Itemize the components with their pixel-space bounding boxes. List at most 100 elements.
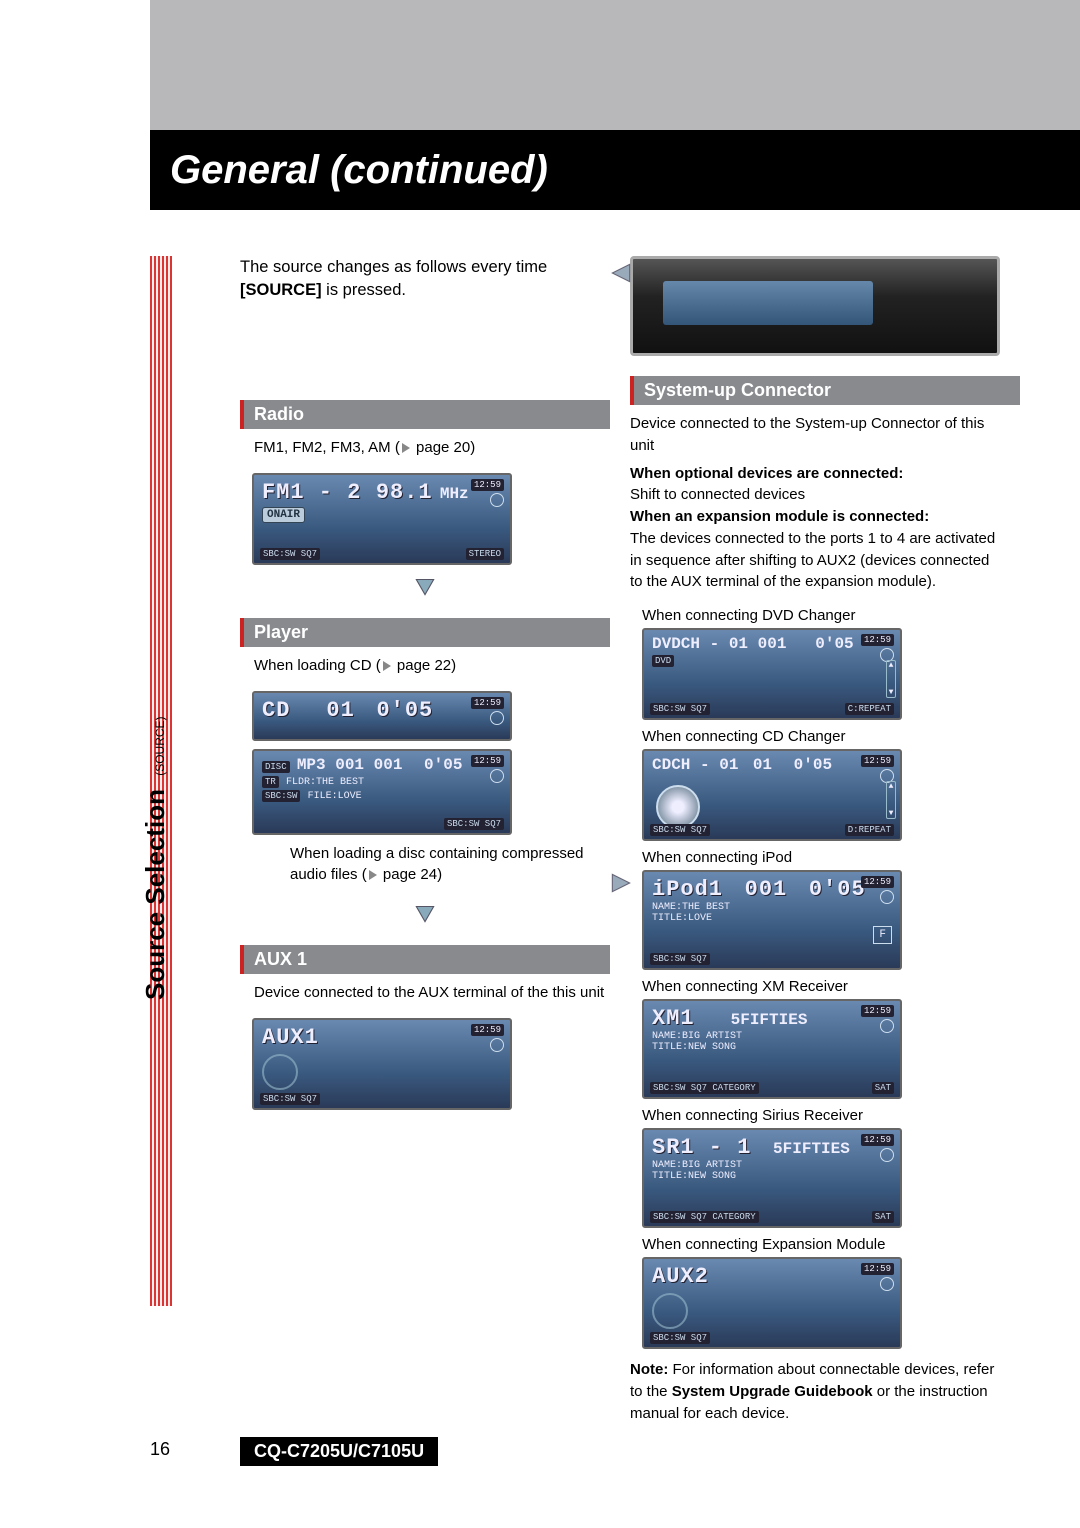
lcd-clock: 12:59	[861, 755, 894, 767]
note-bold: Note:	[630, 1361, 668, 1378]
system-desc-1: Device connected to the System-up Connec…	[630, 413, 1020, 435]
dvd-lcd: 12:59 ▲▼ DVDCH - 01 001 0'05 DVD SBC:SW …	[642, 628, 902, 720]
lcd-cd-time: 0'05	[376, 698, 433, 723]
mp3-br-badge: SBC:SW SQ7	[444, 818, 504, 830]
lcd-clock: 12:59	[861, 876, 894, 888]
lcd-indicator-icon	[880, 890, 894, 904]
sr-br: SAT	[872, 1211, 894, 1223]
exp-bl: SBC:SW SQ7	[650, 1332, 710, 1344]
compressed-line-2-page: page 24)	[379, 866, 442, 883]
right-arrow-icon	[608, 870, 634, 901]
ipod-time: 0'05	[809, 877, 866, 902]
cdch-time: 0'05	[794, 756, 832, 774]
xm-ch: 5FIFTIES	[731, 1011, 808, 1029]
cdch-br: D:REPEAT	[845, 824, 894, 836]
page-arrow-icon	[383, 661, 391, 671]
player-cd-ref-page: page 22)	[393, 657, 456, 674]
head-unit-screen	[663, 281, 873, 325]
lcd-scroll-icon: ▲▼	[886, 660, 896, 698]
lcd-indicator-icon	[880, 1148, 894, 1162]
dvd-label: DVDCH - 01 001	[652, 635, 786, 653]
lcd-unit: MHz	[440, 485, 469, 503]
sr-name: NAME:BIG ARTIST	[652, 1160, 892, 1171]
lcd-indicator-icon	[490, 711, 504, 725]
cdch-lcd: 12:59 ▲▼ CDCH - 01 01 0'05 SBC:SW SQ7D:R…	[642, 749, 902, 841]
aux-label: AUX1	[262, 1025, 319, 1050]
compressed-line-1: When loading a disc containing compresse…	[290, 843, 610, 865]
lcd-indicator-icon	[490, 1038, 504, 1052]
exp-lcd: 12:59 AUX2 SBC:SW SQ7	[642, 1257, 902, 1349]
note-text-2-pre: to the	[630, 1383, 672, 1400]
source-key: [SOURCE]	[240, 281, 322, 299]
player-cd-ref-pre: When loading CD (	[254, 657, 381, 674]
radio-lcd: 12:59 FM1 - 2 98.1 MHz ONAIR SBC:SW SQ7S…	[252, 473, 512, 565]
header-gray-block	[150, 0, 1080, 130]
xm-name: NAME:BIG ARTIST	[652, 1031, 892, 1042]
xm-caption: When connecting XM Receiver	[642, 978, 1020, 995]
lcd-clock: 12:59	[861, 1263, 894, 1275]
cdch-label: CDCH - 01	[652, 756, 738, 774]
note-text-1: For information about connectable device…	[668, 1361, 994, 1378]
lcd-indicator-icon	[880, 1019, 894, 1033]
ipod-track: 001	[745, 877, 788, 902]
note-text-2-bold: System Upgrade Guidebook	[672, 1383, 873, 1400]
system-exp-text-1: The devices connected to the ports 1 to …	[630, 528, 1020, 550]
xm-lcd: 12:59 XM1 5FIFTIES NAME:BIG ARTIST TITLE…	[642, 999, 902, 1099]
dvd-bl: SBC:SW SQ7	[650, 703, 710, 715]
dvd-caption: When connecting DVD Changer	[642, 607, 1020, 624]
xm-bl: SBC:SW SQ7 CATEGORY	[650, 1082, 759, 1094]
page-number: 16	[150, 1439, 170, 1460]
content-area: The source changes as follows every time…	[240, 256, 1020, 1424]
lcd-cd-track: 01	[326, 698, 354, 723]
exp-label: AUX2	[652, 1264, 709, 1289]
lcd-cd-label: CD	[262, 698, 290, 723]
left-arrow-icon	[608, 260, 634, 291]
intro-suffix: is pressed.	[322, 281, 406, 299]
dvd-time: 0'05	[815, 635, 853, 653]
lcd-clock: 12:59	[471, 755, 504, 767]
side-label: Source Selection (SOURCE)	[140, 716, 171, 1000]
lcd-scroll-icon: ▲▼	[886, 781, 896, 819]
system-exp-bold: When an expansion module is connected:	[630, 508, 929, 525]
note-text-3: manual for each device.	[630, 1405, 789, 1422]
xm-title: TITLE:NEW SONG	[652, 1042, 892, 1053]
sr-bl: SBC:SW SQ7 CATEGORY	[650, 1211, 759, 1223]
cdch-track: 01	[753, 756, 772, 774]
sr-lcd: 12:59 SR1 - 1 5FIFTIES NAME:BIG ARTIST T…	[642, 1128, 902, 1228]
radio-page-ref: page 20)	[412, 439, 475, 456]
mp3-disc-badge: DISC	[262, 761, 290, 773]
right-column: System-up Connector Device connected to …	[630, 256, 1020, 1424]
ipod-label: iPod1	[652, 877, 723, 902]
sr-ch: 5FIFTIES	[773, 1140, 850, 1158]
radio-header: Radio	[240, 400, 610, 429]
player-body: When loading CD ( page 22)	[240, 655, 610, 677]
aux-lcd: 12:59 AUX1 SBC:SW SQ7	[252, 1018, 512, 1110]
xm-label: XM1	[652, 1006, 695, 1031]
left-column: The source changes as follows every time…	[240, 256, 610, 1118]
lcd-bottom-right: STEREO	[466, 548, 504, 560]
lcd-freq: 98.1	[376, 480, 433, 505]
mp3-file: FILE:LOVE	[308, 791, 362, 802]
side-label-sub: (SOURCE)	[153, 716, 167, 775]
dvd-br: C:REPEAT	[845, 703, 894, 715]
title-bar: General (continued)	[150, 130, 1080, 210]
intro-line-2: [SOURCE] is pressed.	[240, 279, 610, 302]
head-unit-photo	[630, 256, 1000, 356]
cd-disc-icon	[656, 785, 700, 829]
page-arrow-icon	[369, 870, 377, 880]
system-header: System-up Connector	[630, 376, 1020, 405]
xm-br: SAT	[872, 1082, 894, 1094]
player-mp3-lcd: 12:59 DISC MP3 001 001 0'05 TR FLDR:THE …	[252, 749, 512, 835]
lcd-clock: 12:59	[471, 1024, 504, 1036]
lcd-clock: 12:59	[861, 1005, 894, 1017]
player-cd-lcd: 12:59 CD 01 0'05	[252, 691, 512, 741]
sr-title: TITLE:NEW SONG	[652, 1171, 892, 1182]
system-desc-2: unit	[630, 435, 1020, 457]
lcd-bottom-left: SBC:SW SQ7	[260, 548, 320, 560]
cdch-caption: When connecting CD Changer	[642, 728, 1020, 745]
manual-page: General (continued) Source Selection (SO…	[0, 0, 1080, 1528]
ipod-name: NAME:THE BEST	[652, 902, 892, 913]
compressed-line-2-pre: audio files (	[290, 866, 367, 883]
down-arrow-icon	[240, 900, 610, 931]
ipod-lcd: 12:59 iPod1 001 0'05 NAME:THE BEST TITLE…	[642, 870, 902, 970]
